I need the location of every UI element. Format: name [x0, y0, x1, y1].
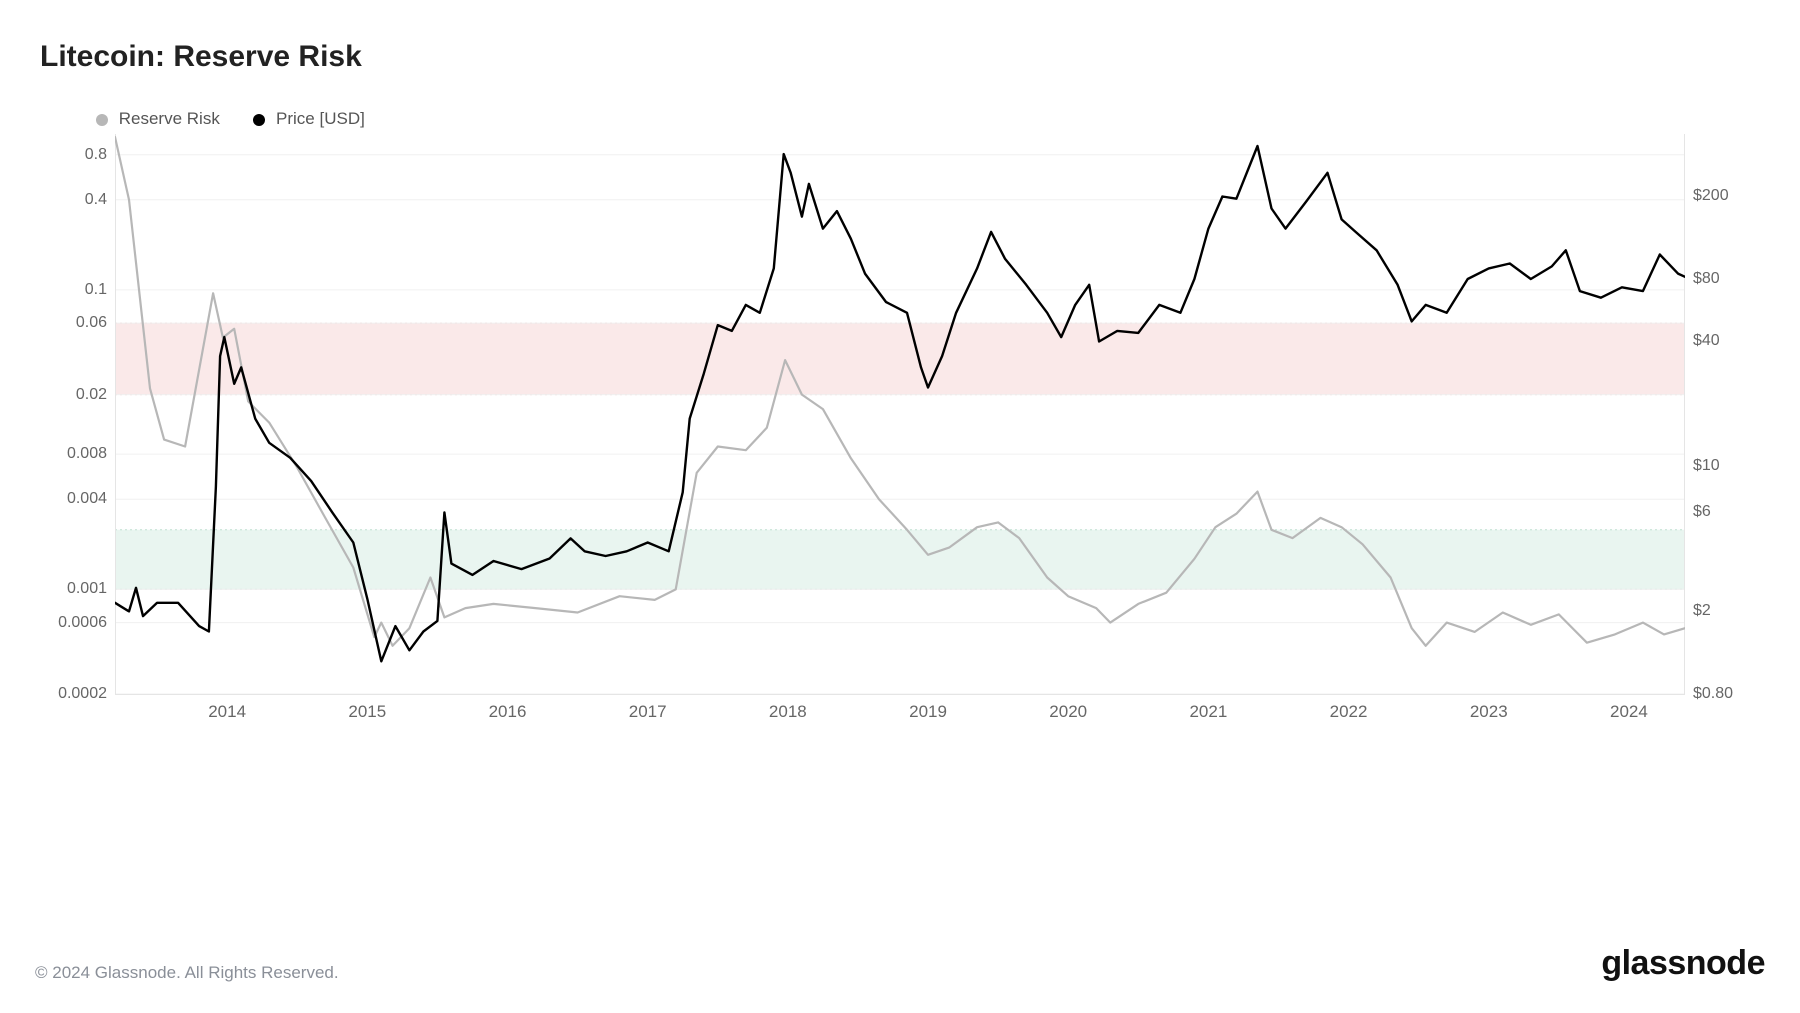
y-left-tick: 0.001	[67, 580, 107, 598]
legend-label-reserve-risk: Reserve Risk	[119, 109, 220, 128]
y-right-tick: $80	[1693, 270, 1720, 288]
legend-dot-price	[253, 114, 265, 126]
y-left-tick: 0.1	[85, 281, 107, 299]
x-tick: 2014	[208, 702, 246, 722]
y-right-tick: $10	[1693, 457, 1720, 475]
page-title: Litecoin: Reserve Risk	[40, 40, 1765, 74]
x-tick: 2017	[629, 702, 667, 722]
y-right-tick: $40	[1693, 332, 1720, 350]
y-left-tick: 0.0002	[58, 685, 107, 703]
x-tick: 2018	[769, 702, 807, 722]
y-right-tick: $200	[1693, 187, 1729, 205]
y-right-tick: $0.80	[1693, 685, 1733, 703]
legend-dot-reserve-risk	[96, 114, 108, 126]
x-tick: 2022	[1330, 702, 1368, 722]
y-left-tick: 0.0006	[58, 614, 107, 632]
chart-area: 0.00020.00060.0010.0040.0080.020.060.10.…	[115, 134, 1685, 695]
legend-label-price: Price [USD]	[276, 109, 365, 128]
x-tick: 2019	[909, 702, 947, 722]
y-left-tick: 0.004	[67, 490, 107, 508]
x-tick: 2016	[489, 702, 527, 722]
y-left-tick: 0.4	[85, 191, 107, 209]
brand-logo: glassnode	[1601, 944, 1765, 983]
y-left-tick: 0.02	[76, 386, 107, 404]
y-right-tick: $2	[1693, 602, 1711, 620]
x-tick: 2020	[1049, 702, 1087, 722]
legend: Reserve Risk Price [USD]	[90, 109, 1765, 129]
chart-svg	[115, 134, 1685, 694]
copyright-text: © 2024 Glassnode. All Rights Reserved.	[35, 963, 339, 983]
y-left-tick: 0.8	[85, 146, 107, 164]
y-left-tick: 0.008	[67, 445, 107, 463]
y-left-tick: 0.06	[76, 314, 107, 332]
x-tick: 2021	[1189, 702, 1227, 722]
x-tick: 2023	[1470, 702, 1508, 722]
x-tick: 2024	[1610, 702, 1648, 722]
y-right-tick: $6	[1693, 503, 1711, 521]
x-tick: 2015	[348, 702, 386, 722]
